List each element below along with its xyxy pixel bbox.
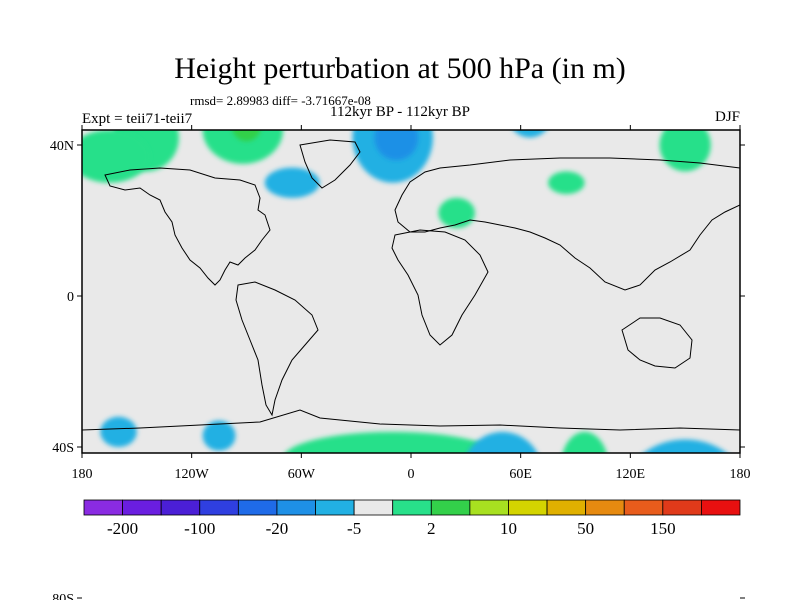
anomaly-field [53,0,759,600]
colorbar-swatch [237,499,278,516]
lat-tick-label: 0 [67,290,74,305]
lon-tick-label: 180 [730,467,751,482]
colorbar-swatch [662,499,702,516]
anomaly-region [473,455,513,493]
anomaly-region [155,0,356,13]
lon-tick-label: 60W [288,467,316,482]
colorbar-swatch [469,499,509,516]
colorbar-swatch [623,499,664,516]
colorbar-swatch [160,499,201,516]
coastlines [82,139,740,431]
colorbar-swatch [353,499,394,516]
colorbar-swatch [508,499,548,516]
map-title: Height perturbation at 500 hPa (in m) [174,52,626,85]
coastline-antarctica [82,409,740,431]
coastline-eurasia [394,157,740,291]
anomaly-region [53,0,155,85]
anomaly-region [548,171,585,195]
coastline-australia [621,317,693,369]
lon-tick-label: 180 [72,467,93,482]
lon-tick-label: 60E [509,467,532,482]
colorbar-swatch [276,499,316,516]
stats-text: rmsd= 2.89983 diff= -3.71667e-08 [190,93,371,108]
anomaly-region [329,0,530,119]
axis-ticks: 80N 40N 0 40S 80S 180 120W 60W 0 60E 120E 180 [50,0,751,600]
lat-tick-label: 40S [52,441,74,456]
anomaly-region [467,431,538,453]
colorbar: -200 -100 -20 -5 2 10 50 150 [83,499,741,538]
lon-tick-label: 120E [616,467,646,482]
anomaly-region [97,24,177,100]
anomaly-region [164,0,274,70]
coastline-south-america [235,281,319,417]
colorbar-label: -20 [266,519,289,538]
coastline-africa [391,229,489,346]
lat-tick-label: 80N [50,0,74,3]
anomaly-region [692,556,750,600]
lon-tick-label: 0 [408,467,415,482]
anomaly-region [285,431,501,453]
colorbar-swatch [122,499,162,516]
colorbar-swatch [83,499,123,516]
coastline-north-america [104,167,271,286]
lat-tick-label: 40N [50,139,74,154]
colorbar-label: 50 [577,519,594,538]
anomaly-region [466,564,576,600]
anomaly-region [643,439,727,453]
anomaly-region [576,0,759,77]
anomaly-region [438,197,475,229]
anomaly-region [685,13,758,89]
colorbar-swatch [392,499,432,516]
colorbar-swatch [315,499,355,516]
anomaly-region [264,167,320,198]
colorbar-label: 10 [500,519,517,538]
anomaly-region [202,420,236,451]
colorbar-swatch [701,499,741,516]
colorbar-swatch [199,499,239,516]
colorbar-label: -200 [107,519,138,538]
lon-tick-label: 120W [175,467,210,482]
colorbar-label: -100 [184,519,215,538]
lat-tick-label: 80S [52,592,74,600]
anomaly-region [374,130,419,161]
season-label: DJF [714,109,740,125]
anomaly-region [100,416,137,447]
colorbar-label: 2 [427,519,436,538]
anomaly-region [513,130,547,138]
anomaly-region [562,431,607,453]
colorbar-label: 150 [650,519,676,538]
map-background [82,130,740,453]
anomaly-region [232,130,261,142]
colorbar-swatch [585,499,625,516]
anomaly-region [367,9,499,85]
colorbar-label: -5 [347,519,361,538]
anomaly-region [202,130,284,164]
colorbar-swatch [546,499,587,516]
period-label: 112kyr BP - 112kyr BP [330,104,471,120]
coastline-greenland [299,139,361,189]
colorbar-swatch [430,499,471,516]
experiment-label: Expt = teii71-teii7 [82,111,193,127]
